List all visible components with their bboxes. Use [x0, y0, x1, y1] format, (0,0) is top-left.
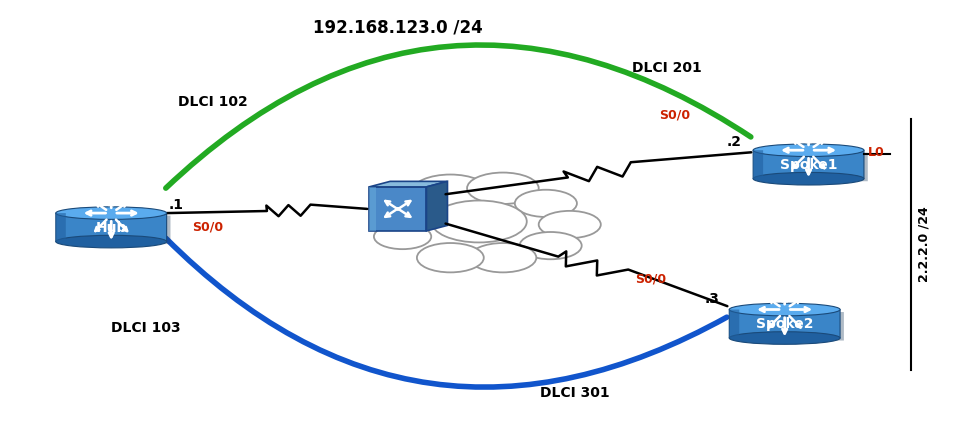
Text: Spoke2: Spoke2	[756, 317, 813, 331]
Ellipse shape	[753, 144, 864, 157]
Text: DLCI 102: DLCI 102	[178, 95, 248, 109]
Text: L0: L0	[868, 146, 884, 159]
FancyBboxPatch shape	[733, 312, 844, 341]
Polygon shape	[426, 181, 447, 231]
Text: 192.168.123.0 /24: 192.168.123.0 /24	[313, 18, 483, 36]
FancyBboxPatch shape	[753, 150, 764, 179]
FancyArrowPatch shape	[166, 45, 751, 188]
Text: S0/0: S0/0	[193, 220, 223, 233]
FancyBboxPatch shape	[56, 213, 167, 242]
Circle shape	[519, 232, 582, 259]
Text: 2.2.2.0 /24: 2.2.2.0 /24	[918, 207, 930, 282]
Circle shape	[514, 190, 577, 217]
Ellipse shape	[56, 235, 167, 248]
Text: S0/0: S0/0	[635, 273, 667, 286]
FancyArrowPatch shape	[166, 238, 727, 387]
Text: .3: .3	[705, 292, 719, 306]
Ellipse shape	[729, 303, 840, 316]
Text: .2: .2	[727, 135, 741, 149]
Text: DLCI 201: DLCI 201	[632, 62, 701, 76]
Polygon shape	[369, 187, 376, 231]
Ellipse shape	[56, 207, 167, 219]
Circle shape	[412, 175, 489, 208]
Circle shape	[376, 196, 439, 223]
Circle shape	[538, 211, 601, 238]
Circle shape	[374, 224, 431, 249]
Polygon shape	[369, 187, 426, 231]
Circle shape	[469, 243, 536, 272]
Polygon shape	[369, 181, 447, 187]
FancyBboxPatch shape	[729, 309, 840, 338]
Circle shape	[468, 173, 538, 204]
FancyBboxPatch shape	[56, 213, 66, 242]
FancyBboxPatch shape	[729, 309, 740, 338]
Ellipse shape	[753, 173, 864, 185]
Text: Hub: Hub	[96, 221, 126, 235]
FancyBboxPatch shape	[757, 153, 868, 181]
Text: DLCI 103: DLCI 103	[111, 322, 181, 335]
Text: S0/0: S0/0	[659, 108, 691, 121]
FancyBboxPatch shape	[753, 150, 864, 179]
Text: DLCI 301: DLCI 301	[539, 387, 609, 400]
Ellipse shape	[729, 332, 840, 344]
Circle shape	[431, 200, 527, 243]
Circle shape	[417, 243, 484, 272]
FancyBboxPatch shape	[59, 216, 171, 244]
Text: Spoke1: Spoke1	[780, 158, 837, 172]
Text: .1: .1	[169, 198, 184, 212]
